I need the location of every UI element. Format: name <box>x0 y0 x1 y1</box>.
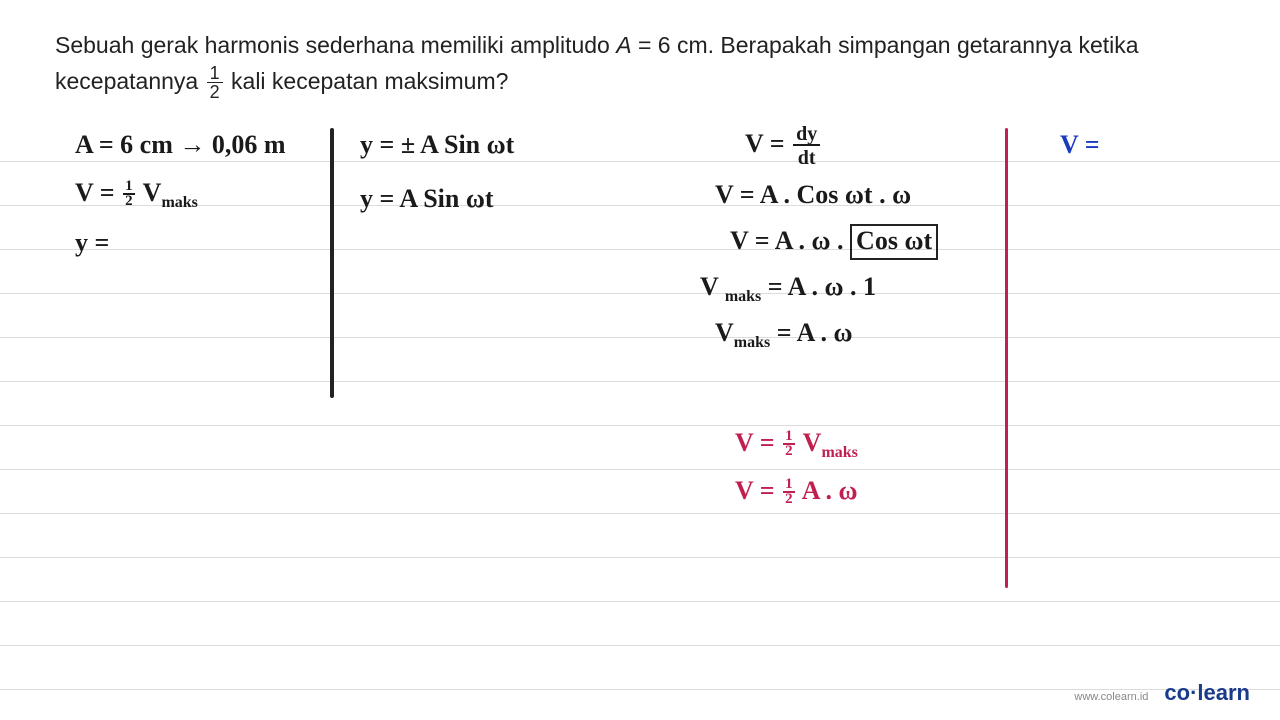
vel-eq1: V = dydt <box>745 124 822 168</box>
question-text: Sebuah gerak harmonis sederhana memiliki… <box>55 28 1250 102</box>
vel-eq4: V maks = A . ω . 1 <box>700 272 876 306</box>
dy-dt-fraction: dydt <box>793 124 820 168</box>
branding: www.colearn.id co·learn <box>1074 680 1250 706</box>
vel-blue: V = <box>1060 130 1100 160</box>
q-part1: Sebuah gerak harmonis sederhana memiliki… <box>55 32 616 58</box>
vel-eq3: V = A . ω . Cos ωt <box>730 224 938 260</box>
given-line1: A = 6 cm → 0,06 m <box>75 130 286 160</box>
half-fraction-red2: 12 <box>783 478 795 507</box>
q-var: A <box>616 32 631 58</box>
separator-red <box>1005 128 1008 588</box>
vel-eq2: V = A . Cos ωt . ω <box>715 180 911 210</box>
half-fraction-red1: 12 <box>783 430 795 459</box>
branding-logo: co·learn <box>1164 680 1250 706</box>
disp-eq2: y = A Sin ωt <box>360 184 494 214</box>
q-fraction: 12 <box>207 64 223 102</box>
half-fraction: 12 <box>123 180 135 209</box>
vel-eq6-red: V = 12 Vmaks <box>735 428 858 462</box>
disp-eq1: y = ± A Sin ωt <box>360 130 514 160</box>
branding-url: www.colearn.id <box>1074 691 1148 703</box>
q-part3: kali kecepatan maksimum? <box>225 68 509 94</box>
vel-eq7-red: V = 12 A . ω <box>735 476 858 507</box>
vel-eq5: Vmaks = A . ω <box>715 318 852 352</box>
given-line3: y = <box>75 228 109 258</box>
cos-wt-box: Cos ωt <box>850 224 938 260</box>
given-line2: V = 12 Vmaks <box>75 178 198 212</box>
separator-black <box>330 128 334 398</box>
